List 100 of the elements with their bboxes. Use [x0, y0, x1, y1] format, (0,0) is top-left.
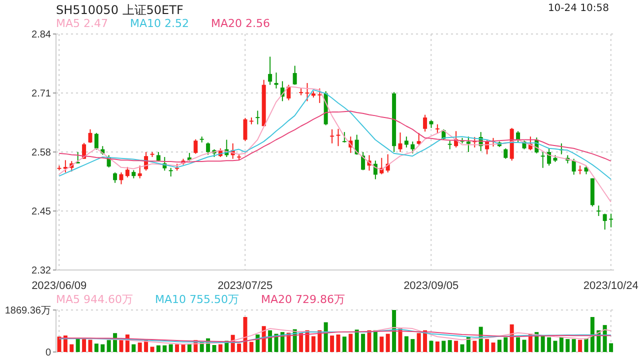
candlestick — [318, 88, 322, 104]
text: MA10 755.50万 — [155, 292, 239, 307]
bar — [442, 340, 446, 352]
bar — [572, 339, 576, 352]
bar — [212, 344, 216, 352]
bar — [460, 344, 464, 352]
candlestick — [88, 128, 92, 144]
candlestick — [448, 140, 452, 150]
text: MA20 729.86万 — [261, 292, 345, 307]
bar — [354, 330, 359, 352]
candlestick — [286, 84, 291, 101]
bar — [138, 342, 142, 352]
line-series — [58, 89, 612, 180]
candlestick — [292, 65, 297, 86]
candlestick — [596, 205, 601, 216]
text: MA10 2.52 — [130, 17, 190, 30]
bar — [559, 337, 564, 352]
bar — [454, 340, 458, 352]
bar — [336, 334, 340, 352]
candlestick — [243, 117, 248, 142]
candlestick — [540, 152, 545, 168]
bar — [150, 346, 154, 352]
bar — [392, 310, 396, 352]
bar — [156, 345, 160, 352]
bar — [63, 336, 68, 352]
bar — [429, 340, 434, 352]
candlestick — [547, 148, 552, 166]
bar — [373, 330, 378, 352]
bar — [311, 336, 316, 352]
x-tick-label: 2023/09/05 — [404, 280, 459, 292]
x-tick-label: 2023/07/25 — [218, 280, 273, 292]
bar — [249, 342, 254, 352]
bar — [256, 334, 260, 352]
candlestick — [76, 152, 80, 164]
candlestick — [404, 136, 408, 148]
candlestick — [423, 114, 428, 132]
candlestick — [572, 158, 576, 176]
candlestick — [256, 110, 260, 125]
y-tick-label: 2.45 — [32, 206, 52, 218]
bar — [70, 344, 74, 352]
bar — [367, 330, 372, 352]
line-series — [58, 86, 612, 202]
candlestick — [416, 132, 421, 146]
bar — [516, 337, 520, 352]
bar — [100, 344, 105, 352]
bar — [342, 336, 346, 352]
bar — [168, 344, 173, 352]
bar — [218, 344, 222, 352]
bar — [553, 340, 558, 352]
candlestick — [138, 165, 142, 179]
bar — [132, 344, 136, 352]
candlestick — [94, 132, 98, 150]
candlestick — [361, 152, 366, 171]
bar — [435, 342, 440, 352]
bar — [566, 339, 570, 352]
candlestick — [466, 136, 470, 152]
bar — [584, 338, 588, 352]
bar — [423, 330, 428, 352]
bar — [590, 316, 594, 352]
candlestick — [113, 172, 118, 184]
bar — [380, 336, 384, 352]
bar — [404, 336, 408, 352]
y-tick-label: 2.32 — [32, 266, 52, 277]
bar — [181, 344, 186, 352]
bar — [299, 333, 304, 352]
bar — [510, 324, 514, 352]
bar — [522, 340, 526, 352]
bar — [82, 339, 86, 352]
bar — [330, 336, 334, 352]
bar — [361, 334, 366, 352]
bar — [410, 339, 415, 352]
bar — [324, 322, 328, 352]
x-tick-label: 2023/06/09 — [32, 280, 87, 292]
candlestick — [274, 72, 278, 89]
candlestick — [516, 130, 520, 143]
bar — [348, 334, 353, 352]
bar — [497, 340, 502, 352]
candlestick — [268, 56, 272, 86]
bar — [398, 328, 402, 352]
bar — [386, 334, 390, 352]
text: MA5 2.47 — [56, 17, 108, 30]
bar — [119, 340, 124, 352]
text: MA20 2.56 — [211, 17, 270, 30]
bar — [602, 325, 607, 352]
candlestick — [602, 213, 607, 230]
y-tick-label: 2.58 — [32, 148, 52, 159]
candlestick — [609, 213, 614, 228]
bar — [491, 342, 496, 352]
candlestick — [305, 82, 310, 102]
bar — [416, 333, 421, 352]
candlestick — [330, 128, 334, 144]
bar — [175, 344, 180, 352]
candlestick — [206, 142, 210, 156]
candlestick — [125, 166, 130, 178]
chart-title: SH510050 上证50ETF — [56, 2, 184, 18]
bar — [472, 340, 477, 352]
text: MA5 944.60万 — [56, 292, 133, 307]
candlestick — [336, 128, 340, 147]
bar — [578, 340, 582, 352]
y-tick-label: 1869.36万 — [4, 306, 51, 317]
